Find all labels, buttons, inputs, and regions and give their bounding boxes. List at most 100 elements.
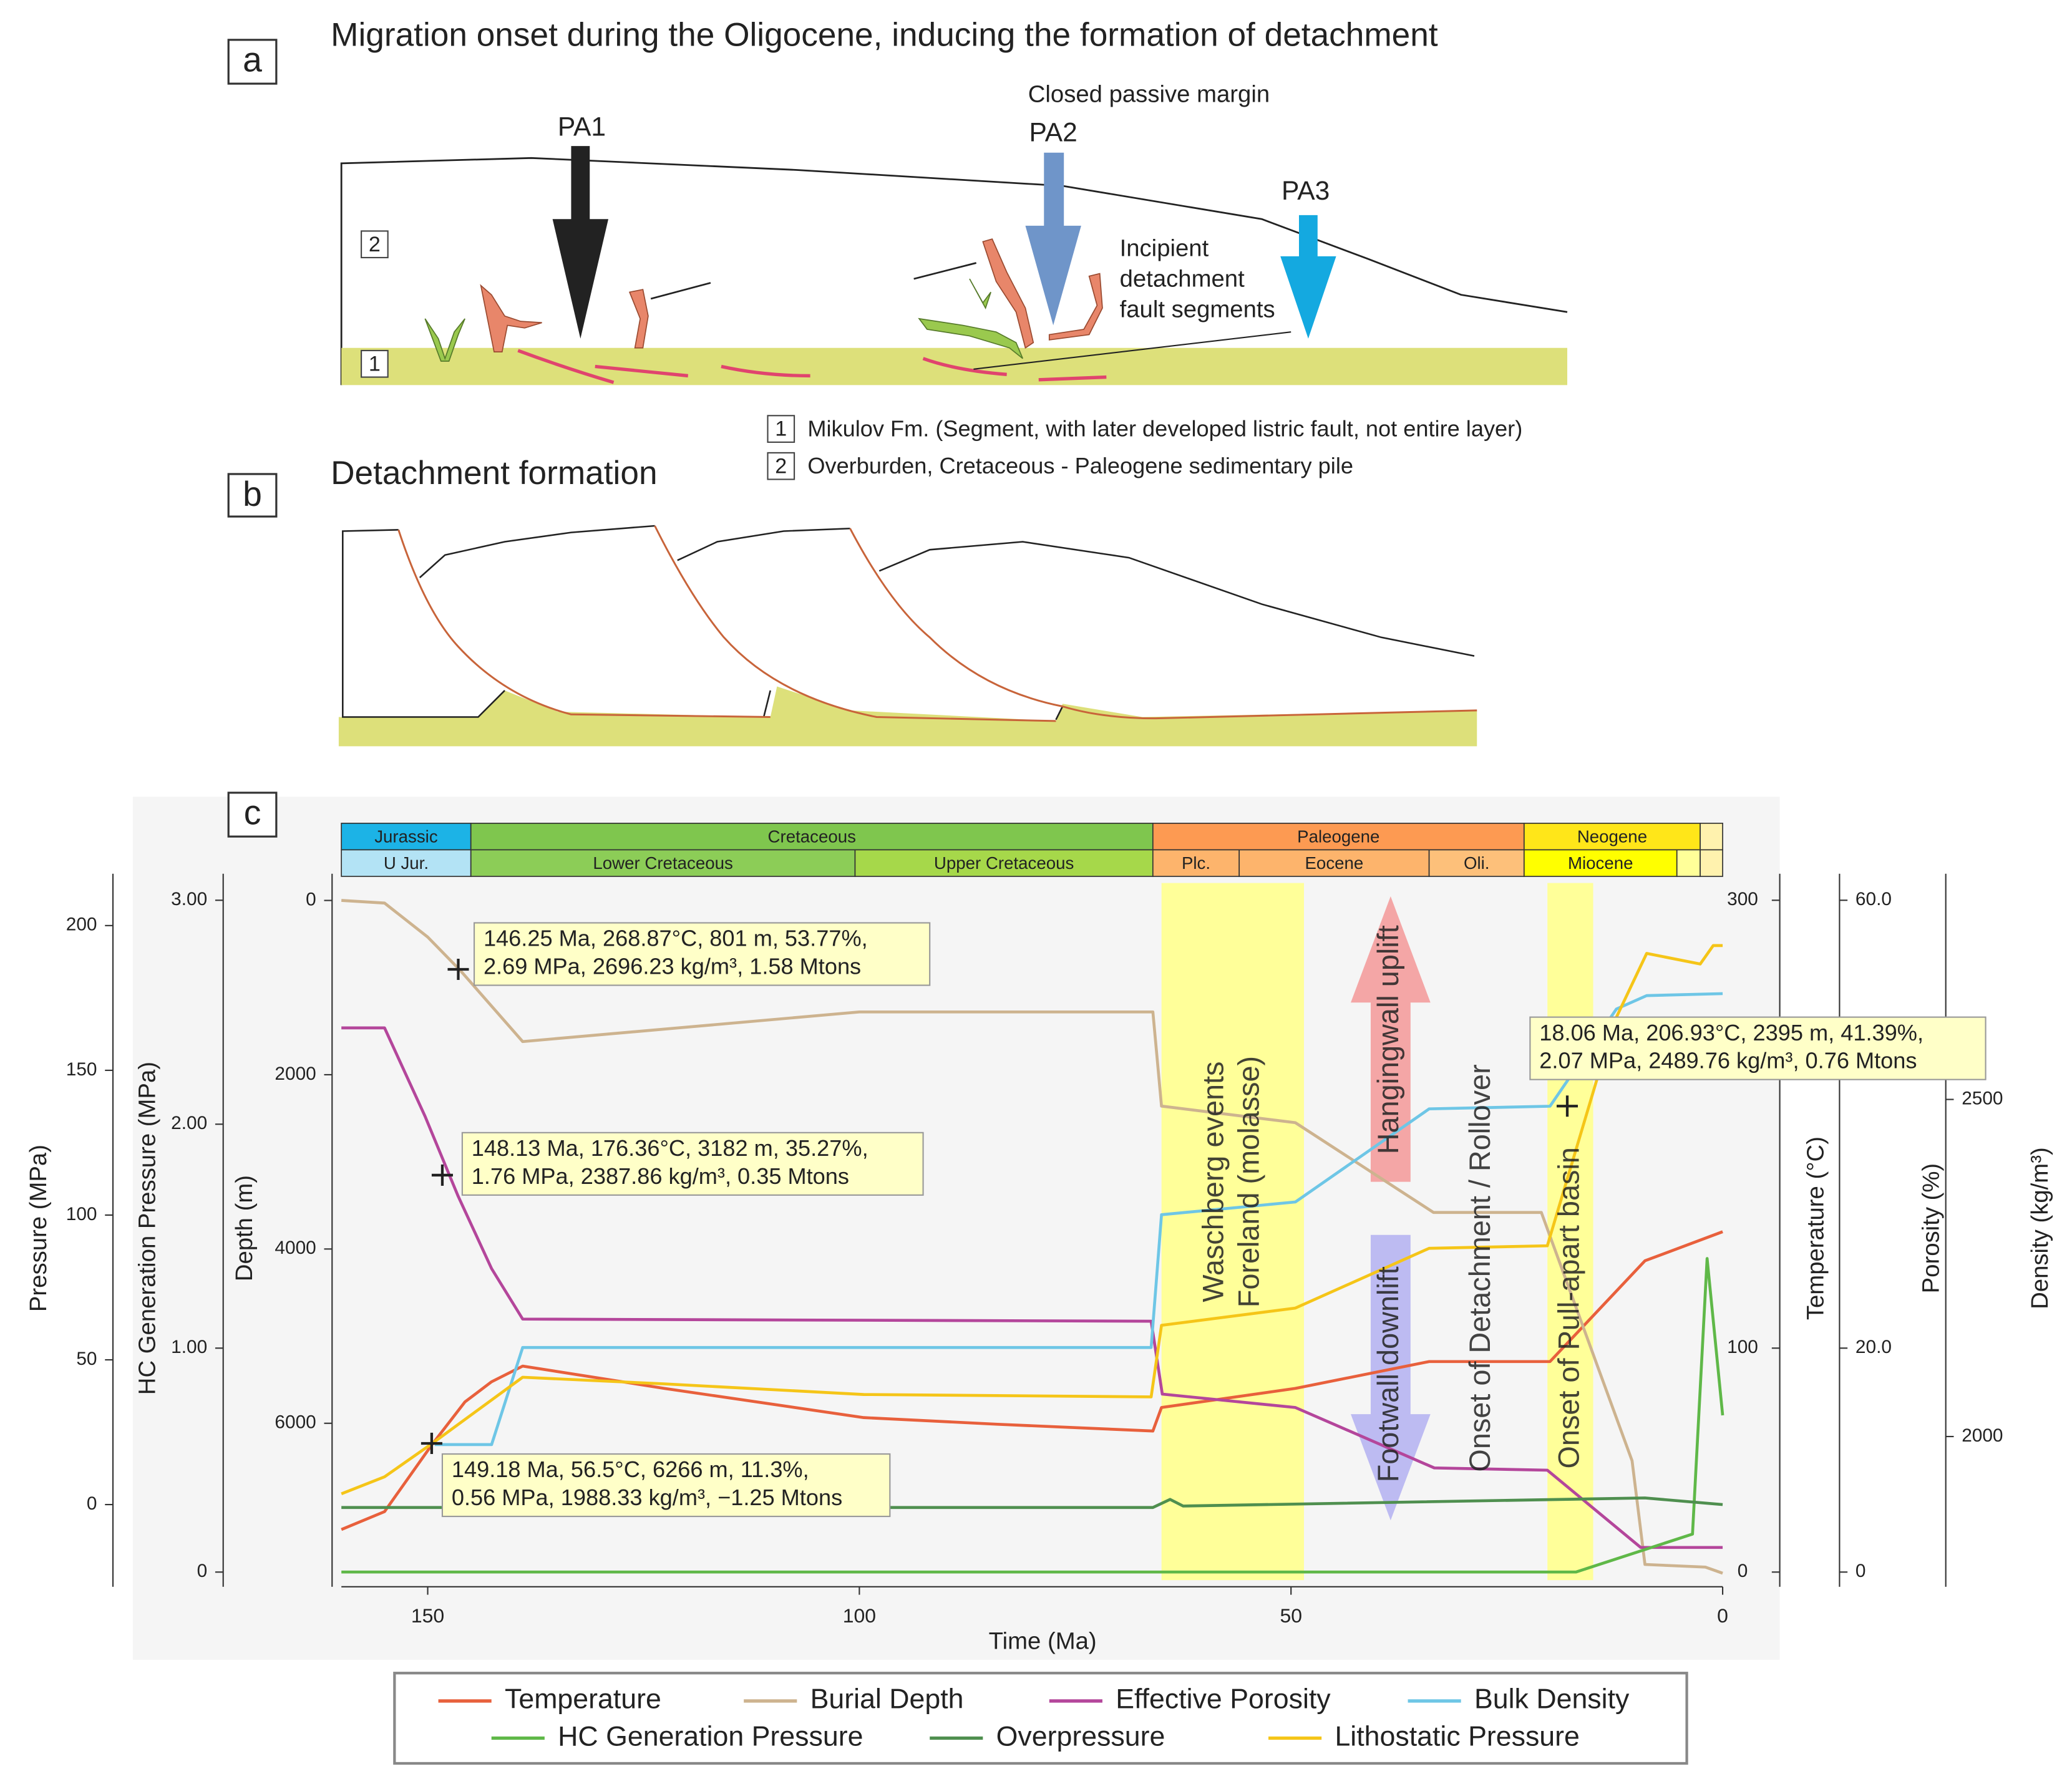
annotation-cross [447,958,469,981]
annotation-box [473,922,931,986]
legend-text: Overburden, Cretaceous - Paleogene sedim… [807,453,1353,478]
arrow-label: PA3 [1282,176,1330,206]
series-line [434,992,1723,1447]
fault-note: detachment [1120,265,1245,292]
panel-title: Migration onset during the Oligocene, in… [331,17,1438,54]
annotation-cross [421,1432,442,1454]
x-axis-title: Time (Ma) [989,1627,1097,1654]
layer-box [361,230,389,259]
y-tick-label: 0 [1738,1561,1748,1581]
uplift-arrow [1351,896,1431,1182]
panel-b: b Detachment formation [227,455,1477,747]
event-label: Waschberg events [1197,1062,1229,1302]
fault-note: Incipient [1120,235,1209,261]
period-box [1700,822,1723,851]
panel-label: a [243,41,262,79]
fault-segments [517,349,1107,384]
y-tick-label: 0 [197,1561,208,1581]
x-tick-label: 150 [411,1604,444,1627]
period-label: Plc. [1182,853,1210,873]
panel-label: c [244,793,261,832]
layer-box-label: 2 [369,233,381,256]
period-box [1238,849,1430,877]
period-label: Jurassic [374,827,438,846]
y-tick-label: 0 [87,1493,97,1514]
event-label: Hangingwall uplift [1372,925,1404,1154]
y-tick-label: 3.00 [171,889,207,909]
y-tick-label: 60.0 [1856,889,1892,909]
y-tick-label: 2000 [275,1064,316,1084]
series-line [341,1257,1724,1574]
y-axis-title: Depth (m) [231,1175,258,1281]
legend-label: HC Generation Pressure [558,1721,863,1752]
period-box [341,849,472,877]
layer-box [361,349,389,378]
annotation-cross [431,1164,453,1186]
y-tick-label: 2000 [1962,1425,2003,1446]
period-box [854,849,1154,877]
event-label: Onset of Detachment / Rollover [1464,1064,1496,1471]
leader-line [973,331,1291,370]
x-tick-label: 0 [1717,1604,1728,1627]
y-axis-title: Pressure (MPa) [25,1145,52,1312]
legend-key: 2 [775,454,787,478]
period-box [1676,849,1701,877]
highlight-band [1547,883,1593,1581]
annotation-text: 148.13 Ma, 176.36°C, 3182 m, 35.27%, [472,1135,868,1161]
base-layer [338,686,1477,747]
downlift-arrow [1351,1234,1431,1521]
fault-tick [913,262,977,280]
y-tick-label: 50 [76,1349,97,1369]
period-box [470,849,856,877]
annotation-box [1529,1016,1987,1080]
period-label: Eocene [1305,853,1363,873]
annotation-text: 146.25 Ma, 268.87°C, 801 m, 53.77%, [484,926,868,951]
fault-tick [650,282,711,300]
y-axis-title: Density (kg/m³) [2026,1147,2053,1309]
period-label: Lower Cretaceous [593,853,732,873]
annotation-text: 1.76 MPa, 2387.86 kg/m³, 0.35 Mtons [472,1163,849,1189]
panel-label: b [243,475,262,513]
legend-label: Bulk Density [1474,1684,1630,1715]
y-tick-label: 150 [66,1059,97,1080]
event-label: Foreland (molasse) [1233,1056,1265,1307]
period-label: Paleogene [1297,827,1379,846]
y-tick-label: 200 [66,914,97,935]
legend-text: Mikulov Fm. (Segment, with later develop… [807,415,1522,441]
legend-label: Burial Depth [810,1684,964,1715]
series-line [341,899,1723,1575]
period-box [1523,849,1678,877]
annotation-box [441,1453,891,1518]
y-tick-label: 4000 [275,1238,316,1258]
margin-label: Closed passive margin [1028,80,1270,107]
series-line [341,1496,1723,1510]
y-tick-label: 6000 [275,1412,316,1433]
arrow-label: PA2 [1029,117,1077,147]
period-label: Oli. [1464,853,1489,873]
arrow-label: PA1 [558,112,606,142]
annotation-text: 18.06 Ma, 206.93°C, 2395 m, 41.39%, [1539,1020,1924,1045]
series-line [341,1026,1723,1549]
panel-label-box [227,39,278,85]
y-axis-title: HC Generation Pressure (MPa) [134,1062,161,1395]
annotation-box [461,1132,924,1196]
period-box [341,822,472,851]
period-box [1700,849,1723,877]
arrow-pa3 [1280,215,1336,339]
panel-title: Detachment formation [331,455,657,492]
annotation-text: 0.56 MPa, 1988.33 kg/m³, −1.25 Mtons [452,1485,842,1510]
legend-label: Temperature [505,1684,661,1715]
series-line [341,944,1723,1496]
fault-note: fault segments [1120,296,1275,322]
annotation-text: 2.69 MPa, 2696.23 kg/m³, 1.58 Mtons [484,953,861,979]
chart-background [132,797,1780,1660]
y-tick-label: 100 [1727,1337,1758,1357]
listric-faults [397,525,1477,722]
legend-box [767,452,795,480]
annotation-text: 2.07 MPa, 2489.76 kg/m³, 0.76 Mtons [1539,1048,1917,1074]
period-box [1152,849,1240,877]
y-tick-label: 100 [66,1204,97,1224]
panel-a: a Migration onset during the Oligocene, … [227,17,1568,480]
migration-paths [480,238,1103,352]
legend-key: 1 [775,417,787,441]
